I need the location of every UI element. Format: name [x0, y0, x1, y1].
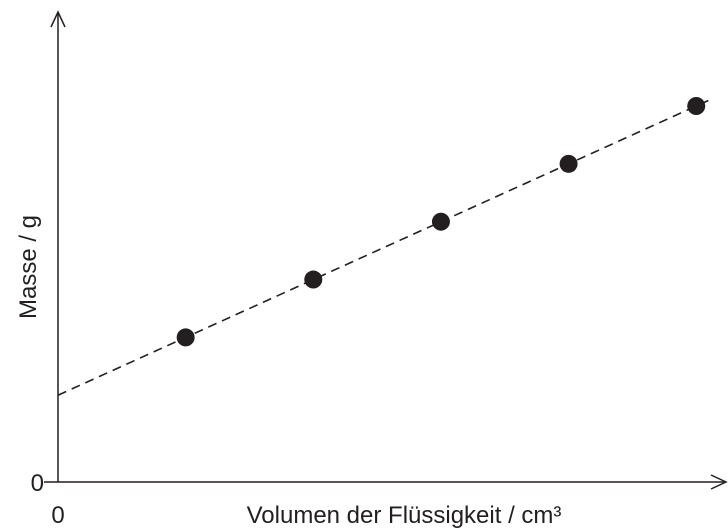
x-axis-label: Volumen der Flüssigkeit / cm³ [247, 502, 562, 529]
data-point-1 [176, 328, 195, 347]
y-tick-label-0: 0 [31, 470, 44, 497]
data-point-3 [431, 212, 450, 231]
axes [44, 10, 728, 490]
labels-group: 0 0 Volumen der Flüssigkeit / cm³ Masse … [15, 215, 561, 529]
points-group [176, 97, 706, 347]
trendline [57, 99, 710, 396]
y-axis-label: Masse / g [15, 215, 42, 319]
x-tick-label-0: 0 [51, 502, 64, 529]
data-point-2 [304, 270, 323, 289]
data-point-5 [687, 97, 706, 115]
trendline-group [57, 99, 710, 396]
data-point-4 [559, 154, 578, 173]
y-axis-arrow-icon [50, 10, 66, 28]
x-axis-arrow-icon [710, 474, 728, 490]
